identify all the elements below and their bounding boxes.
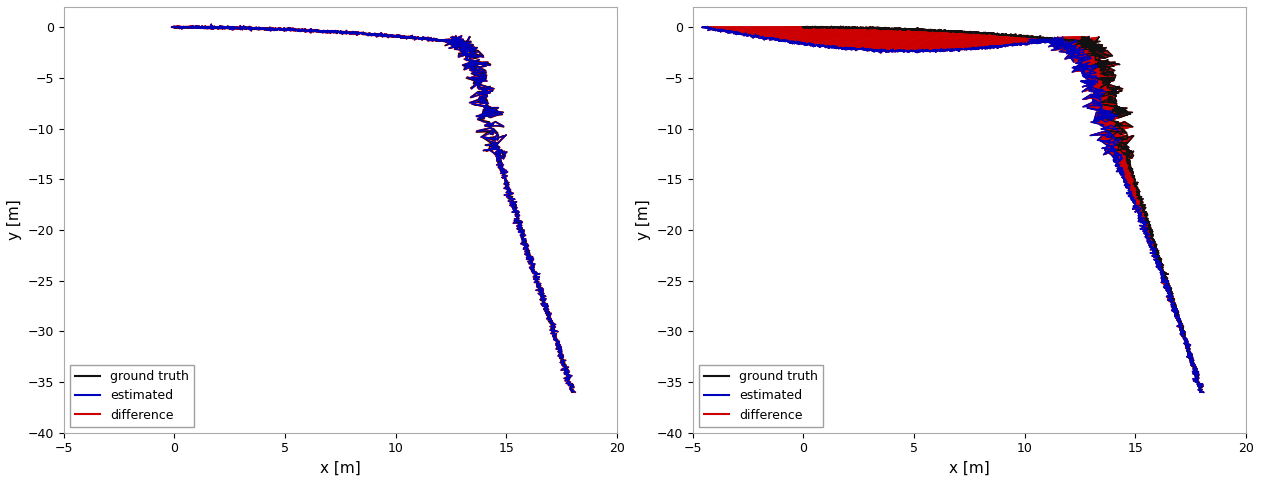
Y-axis label: y [m]: y [m] [636,199,651,240]
Legend: ground truth, estimated, difference: ground truth, estimated, difference [699,365,823,426]
Y-axis label: y [m]: y [m] [8,199,21,240]
X-axis label: x [m]: x [m] [320,461,361,476]
Legend: ground truth, estimated, difference: ground truth, estimated, difference [69,365,194,426]
X-axis label: x [m]: x [m] [950,461,990,476]
